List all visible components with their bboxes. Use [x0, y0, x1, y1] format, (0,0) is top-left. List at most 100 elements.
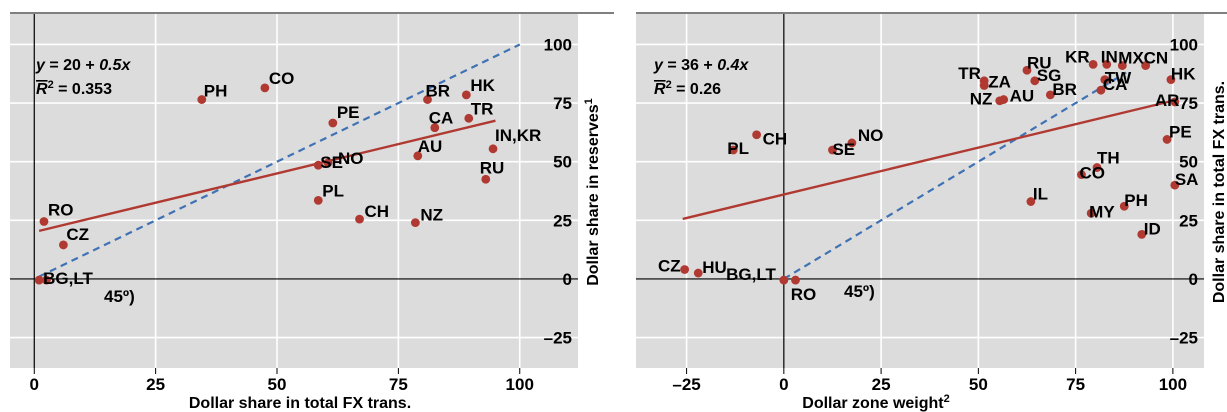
x-tick-label: 75: [389, 375, 408, 394]
point-label: SG: [1037, 66, 1062, 85]
point-label: RU: [1027, 53, 1052, 72]
point-label: PE: [1169, 122, 1192, 141]
y-axis-title: Dollar share in reserves1: [583, 98, 602, 286]
y-tick-labels: –25 0 25 50 75 100: [1170, 35, 1198, 347]
data-point: [355, 214, 364, 224]
diagonal-45-line: [38, 43, 521, 278]
y-tick-label: 0: [1189, 270, 1198, 289]
data-point: [1170, 97, 1180, 107]
data-point: [1137, 229, 1147, 239]
data-point: [461, 90, 471, 100]
point-label: CH: [365, 202, 390, 221]
data-point: [728, 145, 738, 155]
point-label: IN: [1101, 47, 1118, 66]
diagonal-label: 45º): [104, 287, 135, 306]
data-point: [847, 138, 857, 148]
x-axis-title: Dollar zone weight2: [802, 393, 949, 412]
data-point: [1045, 90, 1055, 100]
point-label: HK: [470, 76, 495, 95]
y-tick-label: 50: [553, 153, 572, 172]
data-point: [1092, 163, 1102, 172]
data-point: [313, 195, 323, 205]
y-axis-title: Dollar share in total FX trans.: [1211, 81, 1227, 303]
data-point: [1030, 76, 1040, 86]
plot-area: [636, 14, 1204, 368]
grid-lines: [636, 14, 1204, 368]
data-point: [1170, 180, 1180, 190]
data-point: [481, 174, 491, 184]
data-point: [197, 95, 207, 104]
data-point: [1162, 135, 1172, 144]
y-tick-label: 100: [544, 35, 572, 54]
x-tick-labels: 0 25 50 75 100: [30, 375, 534, 394]
y-tick-labels: –25 0 25 50 75 100: [544, 35, 572, 347]
point-label: NO: [338, 149, 364, 168]
data-point: [430, 123, 440, 133]
point-label: MX: [1118, 49, 1144, 68]
point-label: BG,LT: [43, 269, 93, 288]
point-label: CZ: [66, 225, 89, 244]
regression-line: [682, 99, 1174, 221]
y-tick-label: 0: [563, 270, 572, 289]
data-point: [693, 268, 703, 278]
plot-area: [10, 14, 578, 368]
data-point: [1141, 61, 1151, 70]
data-point: [34, 275, 44, 285]
point-label: CO: [1079, 164, 1105, 183]
diagonal-label: 45º): [844, 282, 875, 301]
diagonal-line: [38, 43, 521, 278]
fit-line: [38, 119, 496, 233]
data-point: [791, 275, 800, 285]
point-label: TW: [1105, 69, 1132, 88]
point-label: BG,LT: [726, 265, 776, 284]
point-label: RU: [480, 158, 505, 177]
data-point: [313, 160, 323, 170]
y-tick-label: 100: [1170, 35, 1198, 54]
x-tick-label: 50: [268, 375, 287, 394]
point-label: NZ: [420, 206, 443, 225]
data-points: [34, 83, 498, 285]
point-label: AR: [1155, 91, 1180, 110]
x-tick-label: 25: [872, 375, 891, 394]
x-tick-labels: –25 0 25 50 75 100: [672, 375, 1187, 394]
x-tick-label: 100: [1159, 375, 1187, 394]
data-point: [1119, 201, 1129, 211]
data-point: [1088, 60, 1098, 69]
point-label: PL: [727, 139, 749, 158]
regression-equation: y = 36 + 0.4x: [653, 57, 749, 74]
point-label: MY: [1089, 202, 1115, 221]
y-tick-label: 75: [553, 94, 572, 113]
point-label: ZA: [988, 73, 1011, 92]
x-tick-label: 0: [30, 375, 39, 394]
x-axis-title: Dollar share in total FX trans.: [189, 395, 411, 412]
x-tick-label: 100: [506, 375, 534, 394]
point-label: CA: [1103, 75, 1128, 94]
data-point: [979, 81, 989, 90]
point-label: BR: [1052, 80, 1077, 99]
y-tick-label: 25: [1179, 211, 1198, 230]
grid-lines: [10, 14, 578, 368]
point-label: PH: [1124, 191, 1148, 210]
data-point: [1166, 75, 1176, 85]
point-label: RO: [48, 200, 74, 219]
point-label: SA: [1175, 170, 1199, 189]
data-point: [464, 113, 474, 123]
regression-equation: y = 20 + 0.5x: [35, 57, 131, 74]
r-squared-label: R2 = 0.353: [36, 79, 112, 98]
data-point: [1022, 65, 1032, 75]
y-tick-label: 50: [1179, 153, 1198, 172]
diagonal-45-line: [783, 71, 1127, 280]
point-label: SE: [320, 153, 343, 172]
y-tick-label: 25: [553, 211, 572, 230]
y-tick-label: –25: [1170, 329, 1198, 348]
point-label: KR: [1065, 47, 1090, 66]
data-point: [39, 217, 49, 226]
point-label: CA: [429, 109, 454, 128]
point-label: ID: [1144, 219, 1161, 238]
point-label: AU: [418, 137, 443, 156]
data-point: [59, 240, 68, 250]
zero-axis-lines: [636, 14, 1204, 374]
